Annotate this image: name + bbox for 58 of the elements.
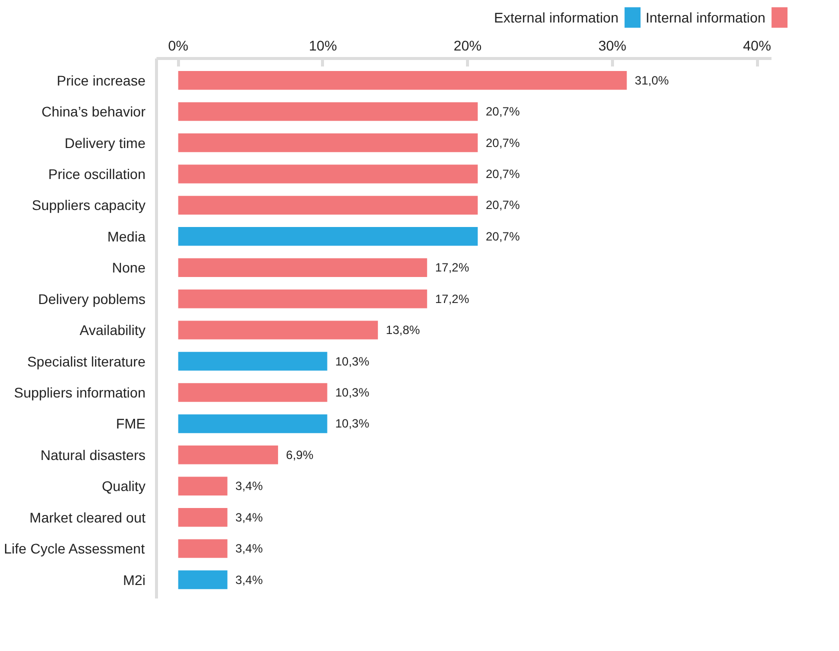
y-tick-label: Price increase [56,72,146,88]
data-label: 20,7% [486,229,520,244]
y-tick-label: None [112,260,146,276]
bar [178,383,328,402]
bar [178,476,228,496]
bar [178,320,378,340]
data-label: 20,7% [486,198,520,212]
x-tick-label: 0% [168,38,188,54]
legend-label: External information [494,10,619,26]
y-tick-label: Life Cycle Assessment [4,540,145,557]
data-label: 13,8% [386,323,420,338]
x-tick-label: 40% [743,38,772,54]
y-tick-label: M2i [122,572,146,588]
data-label: 3,4% [235,479,264,494]
bar [178,133,478,152]
data-label: 6,9% [286,448,314,462]
y-tick-label: Media [107,228,146,244]
bar [178,289,428,308]
data-label: 20,7% [486,166,520,181]
y-tick-label: Specialist literature [27,353,146,370]
y-tick-label: Suppliers capacity [32,197,146,214]
bar [178,508,228,527]
y-tick-label: Availability [80,322,146,338]
bar [178,446,278,464]
data-label: 31,0% [634,73,670,88]
y-tick-label: Delivery time [64,134,146,151]
data-label: 3,4% [235,542,264,556]
data-label: 20,7% [486,136,520,150]
bar [178,352,328,371]
y-tick-label: Quality [102,478,146,494]
bar [178,102,478,121]
y-tick-label: Price oscillation [48,166,146,182]
y-tick-label: FME [116,416,146,432]
x-tick-label: 30% [598,38,626,54]
bar [178,539,228,558]
bar [178,414,328,434]
data-label: 10,3% [335,416,370,431]
legend-label: Internal information [646,10,766,26]
bar [178,70,627,90]
data-label: 20,7% [486,104,520,119]
y-tick-label: Natural disasters [40,446,146,463]
bar [178,258,428,277]
data-label: 3,4% [235,572,264,587]
x-tick-label: 10% [308,38,337,54]
x-tick-label: 20% [454,38,482,54]
data-label: 3,4% [235,510,264,524]
y-tick-label: Suppliers information [14,384,146,400]
data-label: 17,2% [435,292,470,306]
data-label: 10,3% [335,385,370,400]
data-label: 17,2% [435,260,470,275]
bar [178,227,478,246]
data-label: 10,3% [335,354,370,368]
bar [178,164,478,184]
y-tick-label: Market cleared out [30,509,146,526]
y-tick-label: China’s behavior [41,104,146,120]
y-tick-label: Delivery poblems [38,290,146,307]
bar [178,570,228,590]
bar [178,196,478,215]
